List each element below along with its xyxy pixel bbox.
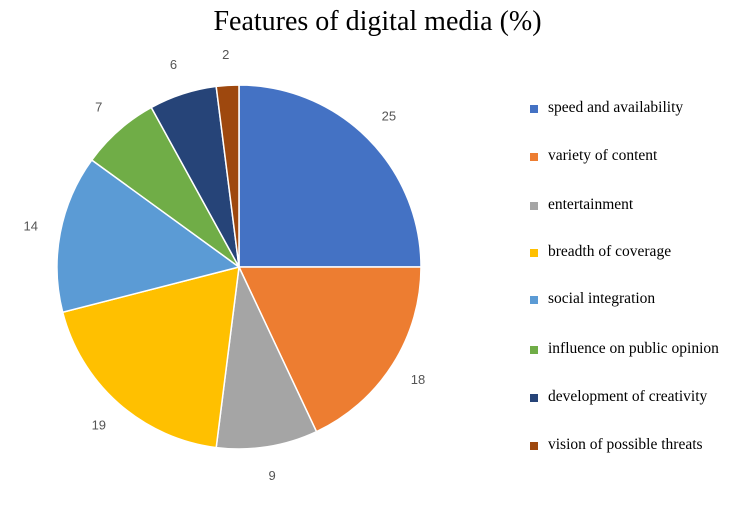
legend-label: entertainment — [548, 196, 634, 213]
chart-title: Features of digital media (%) — [213, 6, 542, 37]
legend-label: development of creativity — [548, 388, 708, 405]
pie-slice-entertainment — [215, 264, 318, 450]
pie-chart: 25 18 9 19 14 7 6 2 — [24, 47, 426, 483]
data-label-breadth-of-coverage: 19 — [92, 417, 106, 432]
legend-swatch — [530, 153, 538, 161]
legend-swatch — [530, 202, 538, 210]
data-label-speed-and-availability: 25 — [382, 109, 396, 124]
legend-swatch — [530, 346, 538, 354]
legend-label: social integration — [548, 290, 656, 307]
pie-slice-variety-of-content — [237, 266, 422, 433]
legend-swatch — [530, 394, 538, 402]
data-label-social-integration: 14 — [24, 219, 38, 234]
legend-swatch — [530, 296, 538, 304]
data-label-entertainment: 9 — [269, 468, 276, 483]
legend: speed and availability variety of content… — [530, 0, 730, 505]
legend-swatch — [530, 442, 538, 450]
legend-label: breadth of coverage — [548, 243, 672, 260]
pie-slice-social-integration — [56, 158, 241, 314]
data-label-vision-of-possible-threats: 2 — [222, 47, 229, 62]
pie-slice-breadth-of-coverage — [61, 265, 240, 449]
legend-label: vision of possible threats — [548, 436, 703, 453]
data-label-variety-of-content: 18 — [411, 372, 425, 387]
pie-slice-speed-and-availability — [238, 84, 422, 268]
legend-label: variety of content — [548, 147, 658, 164]
data-label-influence-on-public-opinion: 7 — [95, 99, 102, 114]
legend-swatch — [530, 249, 538, 257]
data-label-development-of-creativity: 6 — [170, 57, 177, 72]
pie-slice-vision-of-possible-threats — [215, 84, 240, 268]
legend-swatch — [530, 105, 538, 113]
legend-label: influence on public opinion — [548, 340, 719, 357]
legend-label: speed and availability — [548, 99, 684, 116]
